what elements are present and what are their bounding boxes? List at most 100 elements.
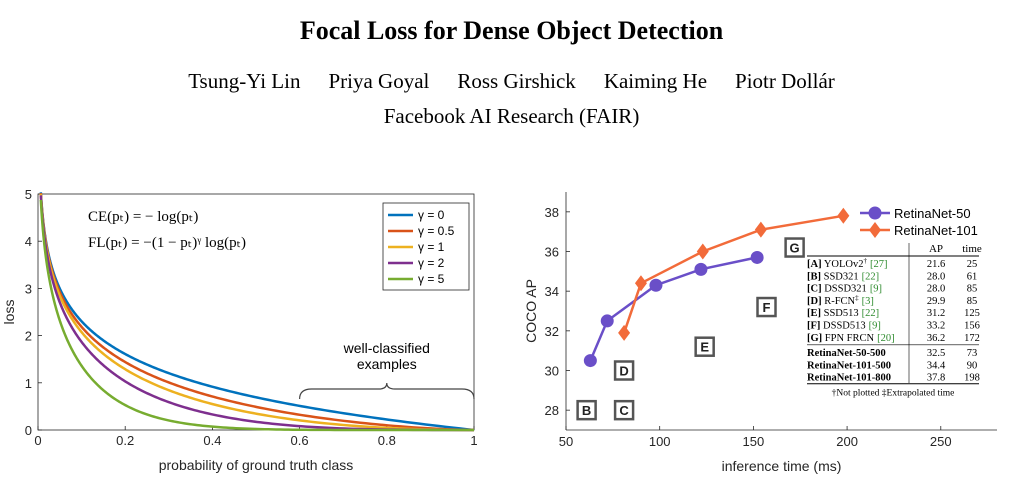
table-cell-time: 172 — [964, 333, 980, 344]
y-tick-label: 38 — [545, 205, 559, 220]
y-tick-label: 32 — [545, 324, 559, 339]
author-name: Priya Goyal — [328, 69, 430, 93]
table-row-name: [C] DSSD321 [9] — [807, 284, 882, 295]
legend-marker — [868, 206, 882, 220]
y-tick-label: 3 — [25, 281, 32, 296]
table-header-time: time — [962, 243, 982, 255]
legend-label: γ = 0.5 — [418, 224, 455, 238]
table-cell-time: 125 — [964, 308, 980, 319]
speed-accuracy-chart: 50 100 150 200 250 28 30 32 34 36 38 inference time… — [523, 192, 997, 474]
annotation-label: well-classified examples — [343, 340, 430, 372]
legend-marker — [869, 222, 881, 238]
series-point — [583, 354, 597, 368]
method-marker — [784, 237, 805, 258]
table-row-name: [B] SSD321 [22] — [807, 271, 879, 282]
table-cell-time: 61 — [967, 271, 978, 282]
table-footnote: †Not plotted ‡Extrapolated time — [832, 389, 955, 399]
method-marker-label: G — [790, 241, 800, 256]
table-cell-time: 73 — [967, 348, 978, 359]
table-cell-ap: 37.8 — [927, 373, 945, 384]
method-marker — [613, 399, 635, 421]
y-tick-label: 0 — [25, 423, 32, 438]
table-row-name: [G] FPN FRCN [20] — [807, 333, 895, 344]
author-list: Tsung-Yi Lin Priya Goyal Ross Girshick Kaim… — [0, 69, 1023, 94]
series-point — [696, 243, 709, 260]
method-marker — [613, 360, 635, 381]
paper-title: Focal Loss for Dense Object Detection — [299, 16, 724, 45]
y-tick-label: 34 — [545, 284, 559, 299]
series-point — [754, 221, 767, 238]
series-line — [589, 256, 758, 362]
x-tick-label: 0.8 — [378, 433, 396, 448]
table-row-name: [A] YOLOv2† [27] — [807, 257, 887, 270]
x-tick-label: 1 — [470, 433, 477, 448]
y-tick-label: 1 — [25, 376, 32, 391]
table-cell-ap: 36.2 — [927, 333, 945, 344]
author-name: Tsung-Yi Lin — [188, 69, 301, 93]
table-row-name: RetinaNet-101-800 — [807, 373, 891, 384]
author-name: Piotr Dollár — [735, 69, 835, 93]
series-point — [750, 250, 764, 264]
series-point — [634, 275, 647, 292]
method-marker-label: B — [582, 403, 591, 418]
table-cell-ap: 28.0 — [927, 284, 945, 295]
series-point — [618, 324, 631, 341]
table-cell-ap: 29.9 — [927, 296, 945, 307]
series-point — [600, 314, 614, 328]
x-tick-label: 150 — [743, 434, 765, 449]
method-marker-label: F — [763, 300, 771, 315]
method-marker-label: E — [700, 340, 709, 355]
legend-label: γ = 2 — [418, 256, 445, 270]
y-tick-label: 2 — [25, 329, 32, 344]
method-marker — [694, 336, 715, 357]
y-axis-label: loss — [1, 300, 17, 325]
loss-curve — [39, 199, 474, 432]
table-header-ap: AP — [929, 243, 943, 255]
method-marker-label: D — [619, 364, 628, 379]
table-row-name: [F] DSSD513 [9] — [807, 321, 881, 332]
table-row-name: RetinaNet-101-500 — [807, 360, 891, 371]
focal-loss-chart: 0 0.2 0.4 0.6 0.8 1 0 1 2 3 4 5 probability of groun… — [1, 187, 478, 473]
table-cell-time: 90 — [967, 360, 978, 371]
formula-fl: FL(pₜ) = −(1 − pₜ)ᵞ log(pₜ) — [88, 235, 246, 251]
method-marker — [756, 296, 777, 318]
table-cell-ap: 33.2 — [927, 321, 945, 332]
table-cell-ap: 31.2 — [927, 308, 945, 319]
x-tick-label: 50 — [559, 434, 573, 449]
table-row-name: [E] SSD513 [22] — [807, 308, 879, 319]
legend-label: RetinaNet-101 — [894, 223, 978, 238]
series-point — [694, 262, 708, 276]
series-point — [837, 207, 850, 224]
table-cell-time: 156 — [964, 321, 980, 332]
x-tick-label: 250 — [930, 434, 952, 449]
x-tick-label: 0.2 — [116, 433, 134, 448]
table-cell-time: 85 — [967, 296, 978, 307]
author-name: Ross Girshick — [457, 69, 576, 93]
table-cell-ap: 32.5 — [927, 348, 945, 359]
annotation-brace — [299, 382, 475, 400]
x-tick-label: 0.6 — [291, 433, 309, 448]
x-axis-label: inference time (ms) — [722, 458, 842, 474]
x-tick-label: 0.4 — [203, 433, 221, 448]
method-marker — [576, 399, 597, 421]
y-tick-label: 28 — [545, 403, 559, 418]
table-cell-ap: 21.6 — [927, 259, 945, 270]
method-marker-label: C — [619, 403, 629, 418]
y-tick-label: 36 — [545, 245, 559, 260]
legend-label: RetinaNet-50 — [894, 206, 971, 221]
x-tick-label: 100 — [649, 434, 671, 449]
legend-label: γ = 1 — [418, 240, 445, 254]
legend-label: γ = 5 — [418, 272, 445, 286]
table-cell-time: 25 — [967, 259, 978, 270]
table-cell-time: 198 — [964, 373, 980, 384]
table-cell-ap: 34.4 — [927, 360, 946, 371]
table-row-name: RetinaNet-50-500 — [807, 348, 886, 359]
formula-ce: CE(pₜ) = − log(pₜ) — [88, 209, 198, 225]
y-tick-label: 5 — [25, 187, 32, 202]
table-cell-ap: 28.0 — [927, 271, 945, 282]
table-background — [805, 243, 983, 413]
legend-label: γ = 0 — [418, 208, 445, 222]
table-row-name: [D] R-FCN‡ [3] — [807, 294, 874, 307]
x-tick-label: 0 — [34, 433, 41, 448]
author-name: Kaiming He — [603, 69, 708, 93]
